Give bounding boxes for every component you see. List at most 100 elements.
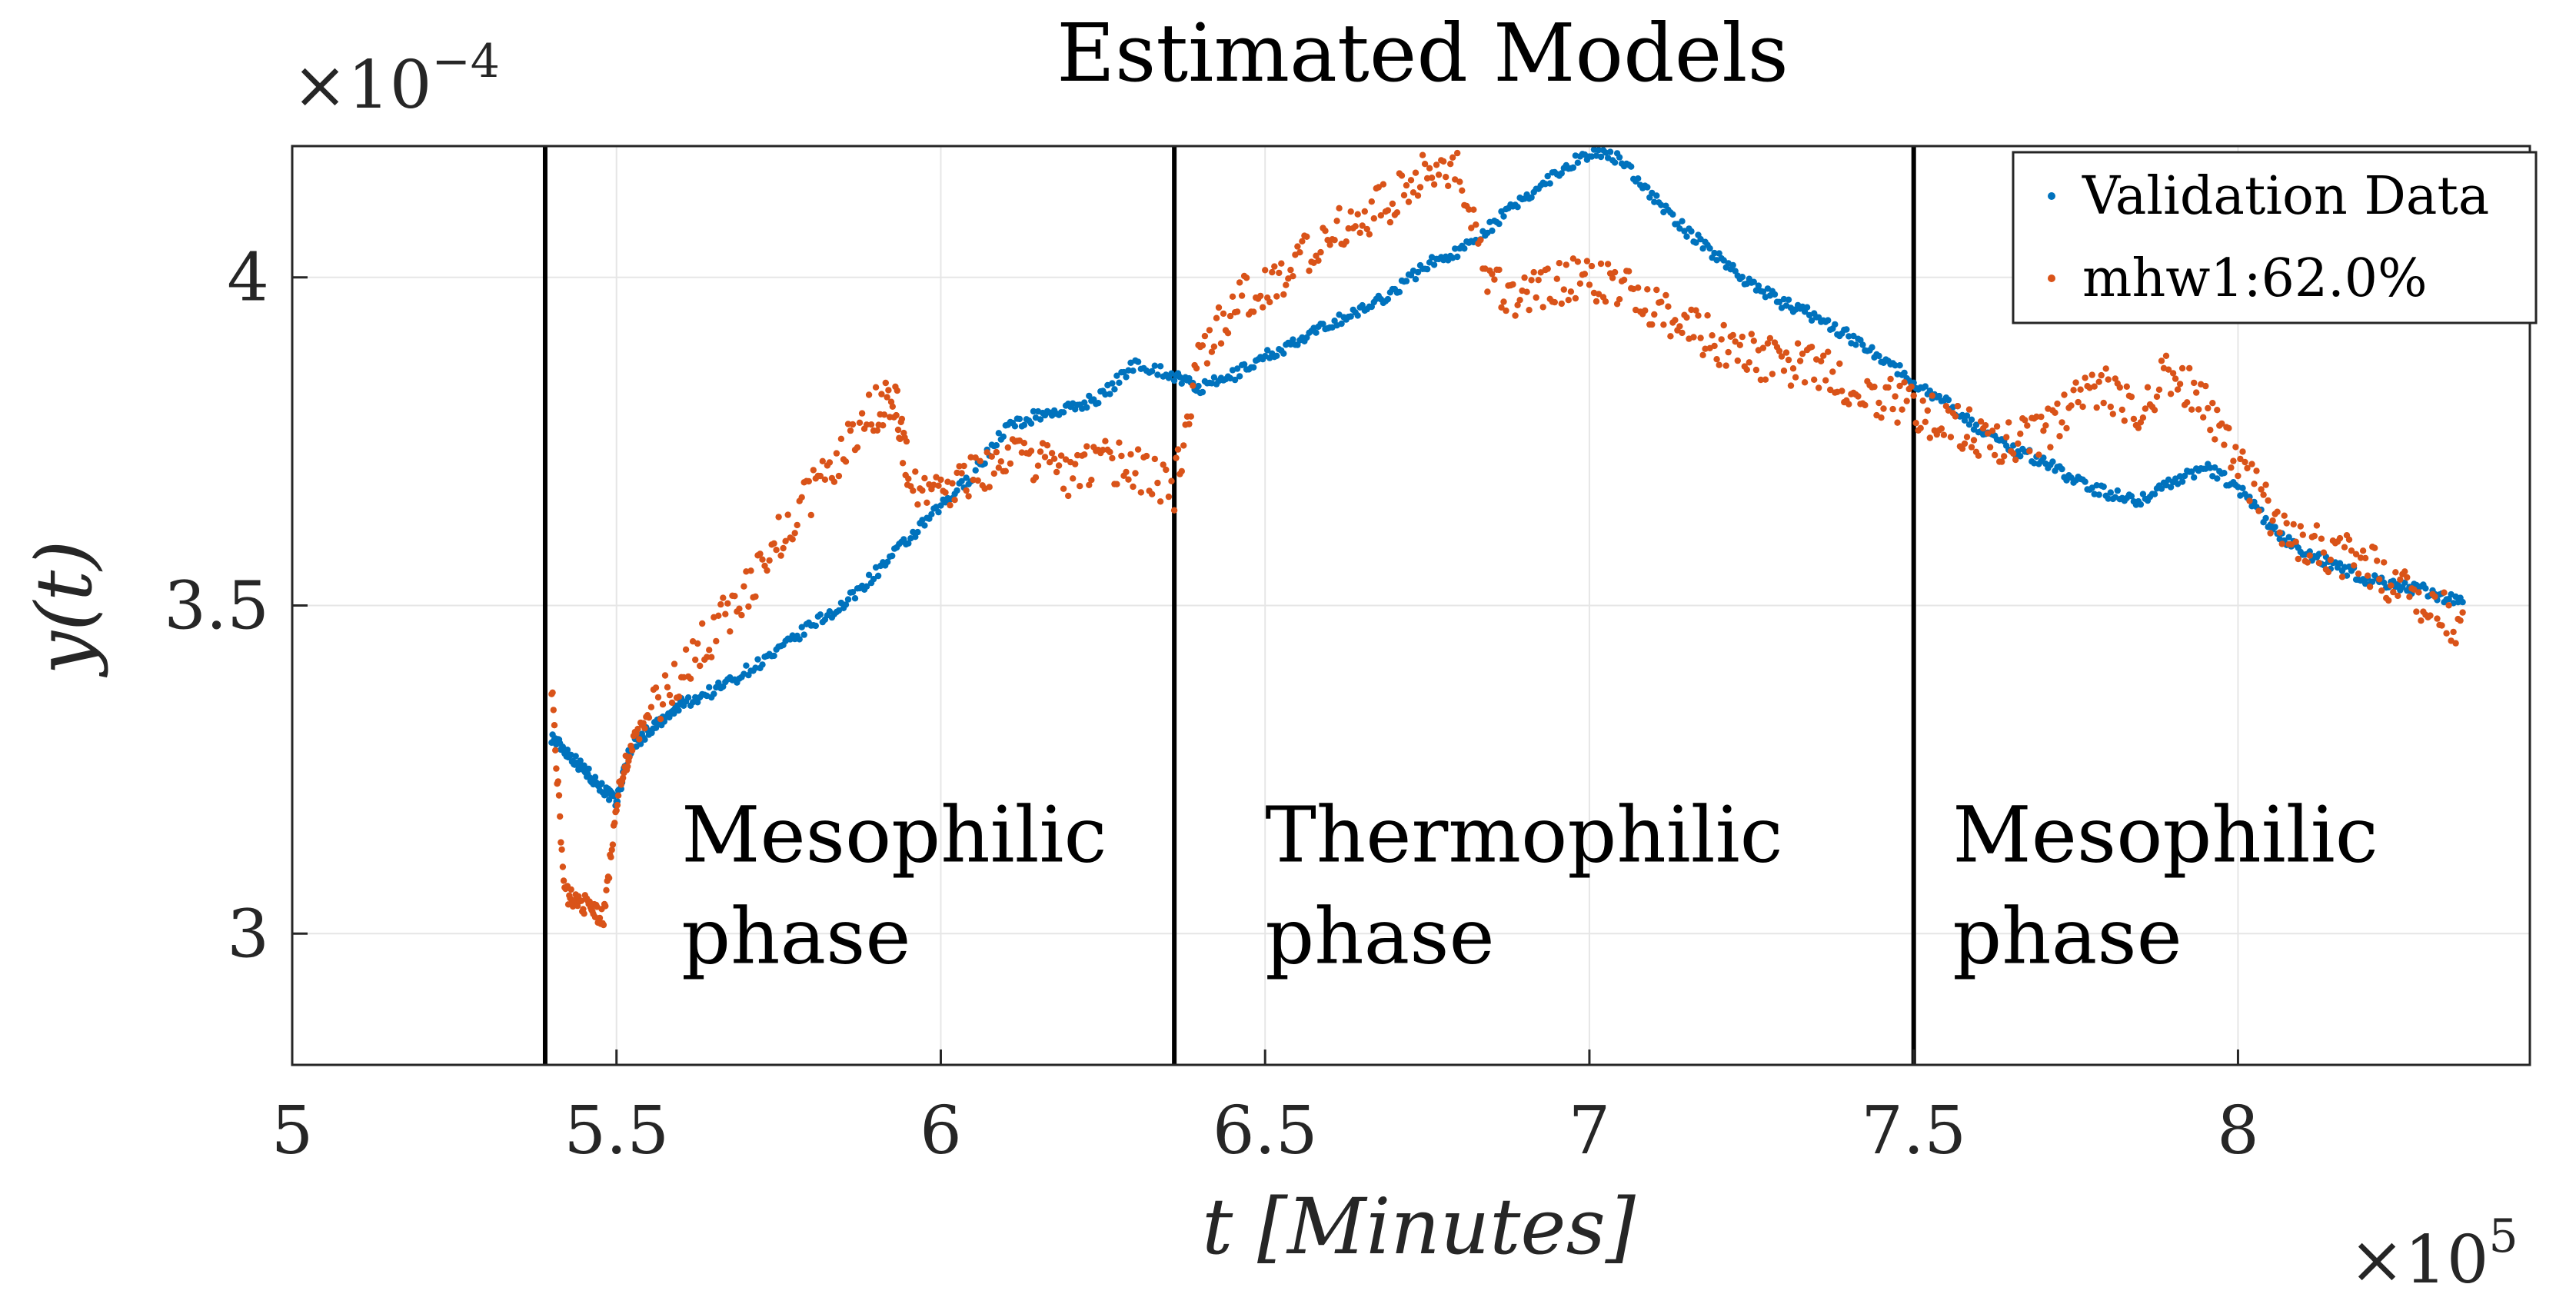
data-point	[766, 557, 773, 564]
data-point	[2072, 379, 2079, 386]
data-point	[1007, 460, 1014, 467]
data-point	[2352, 551, 2360, 557]
data-point	[1593, 298, 1600, 305]
data-point	[1190, 382, 1196, 389]
data-point	[2139, 414, 2147, 421]
data-point	[1732, 338, 1739, 345]
data-point	[2017, 431, 2024, 437]
data-point	[810, 467, 817, 474]
data-point	[720, 594, 727, 601]
data-point	[1213, 314, 1220, 321]
data-point	[819, 457, 827, 464]
data-point	[1736, 341, 1743, 348]
data-point	[1692, 239, 1699, 246]
data-point	[2292, 538, 2299, 545]
data-point	[1386, 218, 1394, 226]
data-point	[1224, 330, 1232, 337]
data-point	[2033, 413, 2040, 421]
data-point	[1811, 376, 1818, 383]
data-point	[2457, 617, 2464, 624]
data-point	[2158, 485, 2165, 492]
data-point	[2276, 529, 2283, 536]
data-point	[2258, 486, 2265, 493]
data-point	[1595, 147, 1603, 154]
data-point	[798, 494, 805, 501]
data-point	[1827, 386, 1834, 394]
data-point	[2118, 406, 2125, 414]
data-point	[1496, 266, 1503, 274]
y-tick-label: 4	[227, 240, 269, 317]
data-point	[2102, 365, 2109, 372]
data-point	[2128, 393, 2135, 401]
data-point	[1280, 291, 1287, 298]
data-point	[1660, 321, 1667, 328]
data-point	[812, 622, 820, 630]
data-point	[1546, 180, 1553, 187]
data-point	[912, 468, 919, 475]
data-point	[935, 482, 942, 489]
data-point	[1107, 391, 1113, 398]
data-point	[1333, 218, 1340, 225]
data-point	[1004, 444, 1012, 451]
data-point	[1217, 340, 1225, 347]
data-point	[1322, 228, 1329, 235]
data-point	[2345, 536, 2353, 543]
data-point	[2361, 554, 2369, 562]
data-point	[858, 410, 866, 417]
data-point	[830, 478, 838, 485]
data-point	[1326, 241, 1333, 248]
data-point	[1665, 303, 1672, 310]
data-point	[581, 762, 587, 769]
data-point	[1626, 268, 1632, 274]
data-point	[1215, 304, 1223, 311]
data-point	[791, 530, 798, 537]
data-point	[2285, 534, 2292, 541]
data-point	[2221, 441, 2228, 448]
data-point	[1544, 172, 1551, 180]
data-point	[1447, 161, 1454, 168]
data-point	[905, 475, 912, 482]
data-point	[1260, 304, 1266, 311]
data-point	[770, 652, 777, 660]
data-point	[1912, 420, 1919, 427]
data-point	[554, 778, 561, 785]
data-point	[1635, 175, 1642, 182]
data-point	[634, 725, 641, 733]
data-point	[842, 458, 850, 465]
data-point	[1195, 382, 1202, 390]
data-point	[1662, 291, 1669, 299]
data-point	[1086, 392, 1093, 400]
data-point	[1137, 489, 1145, 496]
data-point	[2176, 473, 2184, 480]
data-point	[1725, 348, 1732, 356]
data-point	[1852, 341, 1859, 348]
data-point	[2318, 535, 2325, 542]
data-point	[2350, 562, 2358, 569]
data-point	[1553, 275, 1561, 282]
data-point	[1771, 291, 1779, 298]
data-point	[2038, 413, 2045, 421]
data-point	[878, 391, 885, 398]
data-point	[2172, 375, 2179, 382]
legend-marker-validation	[2048, 192, 2055, 200]
x-tick-label: 5	[271, 1093, 314, 1169]
data-point	[2295, 555, 2301, 563]
data-point	[1238, 292, 1246, 299]
data-point	[1062, 456, 1070, 463]
data-point	[706, 647, 713, 654]
data-point	[905, 540, 912, 547]
data-point	[1606, 148, 1614, 155]
data-point	[1433, 161, 1440, 168]
data-point	[2374, 557, 2381, 564]
data-point	[1616, 154, 1623, 161]
data-point	[2235, 472, 2242, 480]
data-point	[1602, 298, 1609, 305]
data-point	[747, 567, 754, 574]
data-point	[641, 725, 648, 732]
legend-box	[2012, 151, 2538, 324]
data-point	[1250, 364, 1257, 371]
data-point	[694, 640, 701, 647]
data-point	[1903, 398, 1910, 404]
data-point	[837, 435, 845, 442]
